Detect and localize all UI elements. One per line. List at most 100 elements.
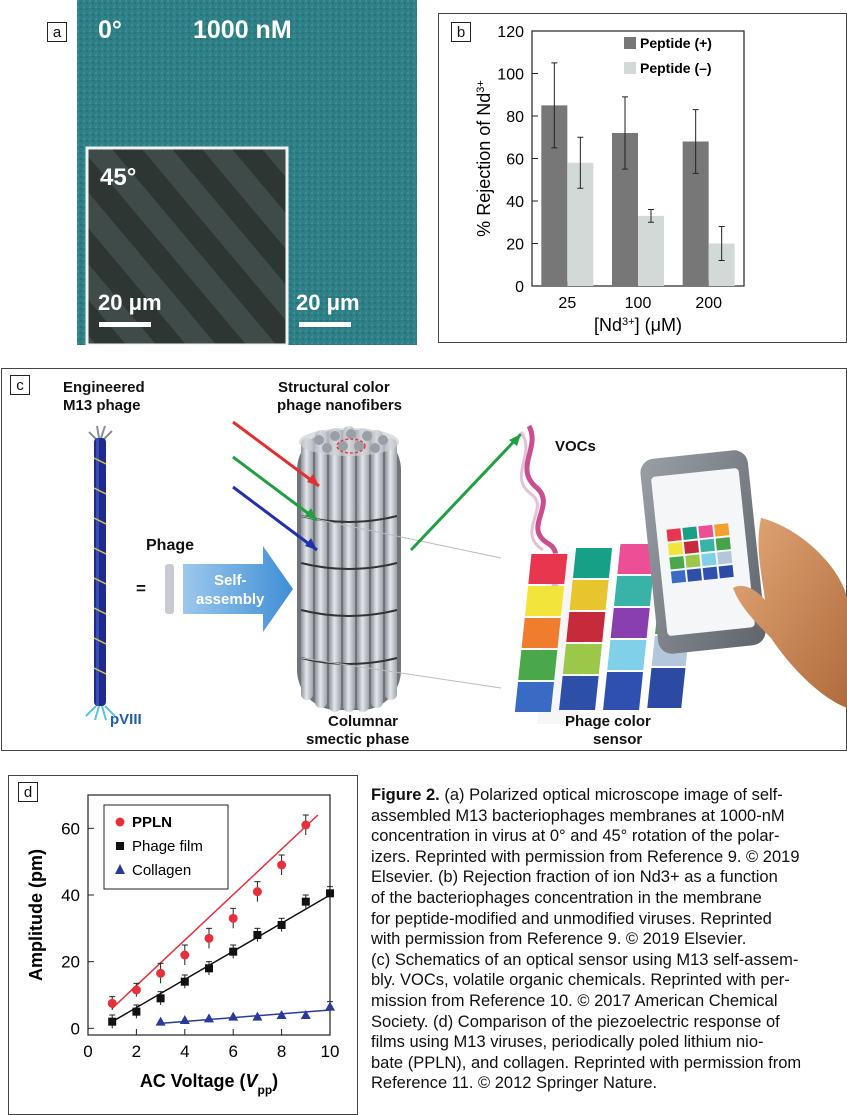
data-point bbox=[131, 985, 141, 995]
concentration-label: 1000 nM bbox=[193, 16, 292, 44]
data-point bbox=[132, 1007, 141, 1016]
data-point bbox=[180, 950, 190, 960]
caption-line: bly. VOCs, volatile organic chemicals. R… bbox=[371, 971, 790, 990]
equals-sign: = bbox=[136, 579, 146, 598]
y-tick-label: 0 bbox=[71, 1019, 80, 1038]
light-arrows bbox=[232, 420, 523, 552]
structural-label-1: Structural color bbox=[278, 379, 390, 396]
rejection-bar-chart: 0 20 40 60 80 100 120 25 100 200 Peptide (+) Peptid… bbox=[474, 24, 745, 335]
x-tick-label: 25 bbox=[558, 295, 576, 312]
data-point bbox=[252, 1011, 263, 1021]
legend-marker bbox=[115, 817, 125, 827]
structural-label-2: phage nanofibers bbox=[277, 397, 403, 414]
y-tick-label: 120 bbox=[497, 24, 524, 41]
pviii-label: pVIII bbox=[110, 711, 142, 728]
data-point bbox=[156, 968, 166, 978]
vocs-label: VOCs bbox=[555, 438, 596, 455]
caption-line: with permission from Reference 9. © 2019… bbox=[371, 930, 747, 949]
angle-0-label: 0° bbox=[98, 16, 122, 44]
self-assembly-arrow bbox=[183, 546, 293, 632]
panel-a-micrograph bbox=[77, 0, 417, 345]
y-axis-label: % Rejection of Nd3+ bbox=[474, 80, 494, 237]
y-tick-label: 20 bbox=[506, 237, 524, 254]
fit-line bbox=[160, 1009, 331, 1025]
columnar-label-1: Columnar bbox=[328, 713, 399, 730]
bar bbox=[638, 215, 664, 286]
x-tick-label: 4 bbox=[180, 1042, 189, 1061]
data-point bbox=[326, 889, 334, 898]
legend-box bbox=[103, 804, 229, 890]
plot-frame bbox=[87, 794, 331, 1036]
y-tick-label: 40 bbox=[61, 886, 80, 905]
panel-a-label: a bbox=[47, 22, 67, 42]
legend-label: Peptide (–) bbox=[640, 60, 712, 76]
data-point bbox=[276, 1010, 287, 1019]
self-assembly-label-2: assembly bbox=[196, 591, 265, 608]
data-point bbox=[204, 933, 214, 943]
x-axis-label: [Nd3+] (μM) bbox=[594, 315, 682, 335]
y-axis-label: Amplitude (pm) bbox=[26, 849, 46, 981]
x-tick-label: 200 bbox=[695, 295, 722, 312]
caption-line: izers. Reprinted with permission from Re… bbox=[371, 847, 800, 866]
panel-c-label: c bbox=[10, 375, 30, 395]
data-point bbox=[108, 1017, 117, 1026]
sensor-schematic bbox=[85, 420, 847, 724]
single-phage-rod bbox=[165, 564, 174, 614]
x-tick-label: 0 bbox=[83, 1042, 92, 1061]
x-tick-label: 100 bbox=[625, 295, 652, 312]
figure-label: Figure 2. bbox=[371, 786, 440, 804]
data-point bbox=[252, 887, 262, 897]
data-point bbox=[205, 964, 213, 973]
caption-text: (a) Polarized optical microscope image o… bbox=[444, 786, 783, 804]
data-point bbox=[301, 897, 310, 906]
x-tick-label: 6 bbox=[228, 1042, 237, 1061]
data-point bbox=[253, 931, 262, 939]
caption-line: assembled M13 bacteriophages membranes a… bbox=[371, 806, 785, 825]
y-tick-label: 20 bbox=[61, 953, 80, 972]
fit-line bbox=[111, 894, 331, 1023]
legend-marker bbox=[116, 842, 124, 850]
panel-d-label: d bbox=[18, 782, 38, 802]
data-point bbox=[107, 998, 117, 1008]
data-point bbox=[325, 1001, 335, 1011]
angle-45-label: 45° bbox=[100, 164, 137, 191]
data-point bbox=[277, 860, 287, 870]
data-point bbox=[229, 947, 238, 956]
data-point bbox=[301, 820, 311, 830]
data-point bbox=[155, 1016, 166, 1026]
y-tick-label: 80 bbox=[506, 109, 524, 126]
caption-line: for peptide-modified and unmodified viru… bbox=[371, 909, 772, 928]
caption-line: (c) Schematics of an optical sensor usin… bbox=[371, 950, 799, 969]
data-point bbox=[156, 994, 165, 1003]
figure-caption: Figure 2. (a) Polarized optical microsco… bbox=[371, 785, 847, 1094]
main-scale-label: 20 μm bbox=[296, 290, 360, 315]
caption-line: bate (PPLN), and collagen. Reprinted wit… bbox=[371, 1053, 802, 1072]
x-tick-label: 10 bbox=[321, 1042, 340, 1061]
caption-line: concentration in virus at 0° and 45° rot… bbox=[371, 827, 780, 846]
data-point bbox=[300, 1010, 311, 1019]
y-tick-label: 40 bbox=[506, 194, 524, 211]
sensor-label-2: sensor bbox=[593, 731, 643, 748]
legend-swatch bbox=[624, 62, 636, 74]
x-tick-label: 8 bbox=[277, 1042, 286, 1061]
sensor-label-1: Phage color bbox=[565, 713, 651, 730]
m13-phage-strand bbox=[85, 425, 116, 721]
caption-line: Figure 2. (a) Polarized optical microsco… bbox=[371, 785, 847, 806]
y-tick-label: 60 bbox=[61, 819, 80, 838]
data-point bbox=[204, 1013, 214, 1023]
self-assembly-label-1: Self- bbox=[214, 572, 247, 589]
caption-line: of the bacteriophages concentration in t… bbox=[371, 888, 762, 907]
data-point bbox=[179, 1015, 190, 1024]
panel-b-label: b bbox=[451, 22, 471, 42]
caption-line: Reference 11. © 2012 Springer Nature. bbox=[371, 1074, 658, 1093]
data-point bbox=[228, 1011, 239, 1021]
smartphone bbox=[640, 450, 766, 654]
x-tick-label: 2 bbox=[132, 1042, 141, 1061]
data-point bbox=[228, 913, 238, 923]
legend-marker bbox=[115, 864, 125, 874]
y-tick-label: 0 bbox=[515, 279, 524, 296]
engineered-label-1: Engineered bbox=[63, 379, 145, 396]
legend-label: Peptide (+) bbox=[640, 35, 712, 51]
hand bbox=[733, 518, 847, 708]
legend-label: Phage film bbox=[132, 838, 203, 855]
